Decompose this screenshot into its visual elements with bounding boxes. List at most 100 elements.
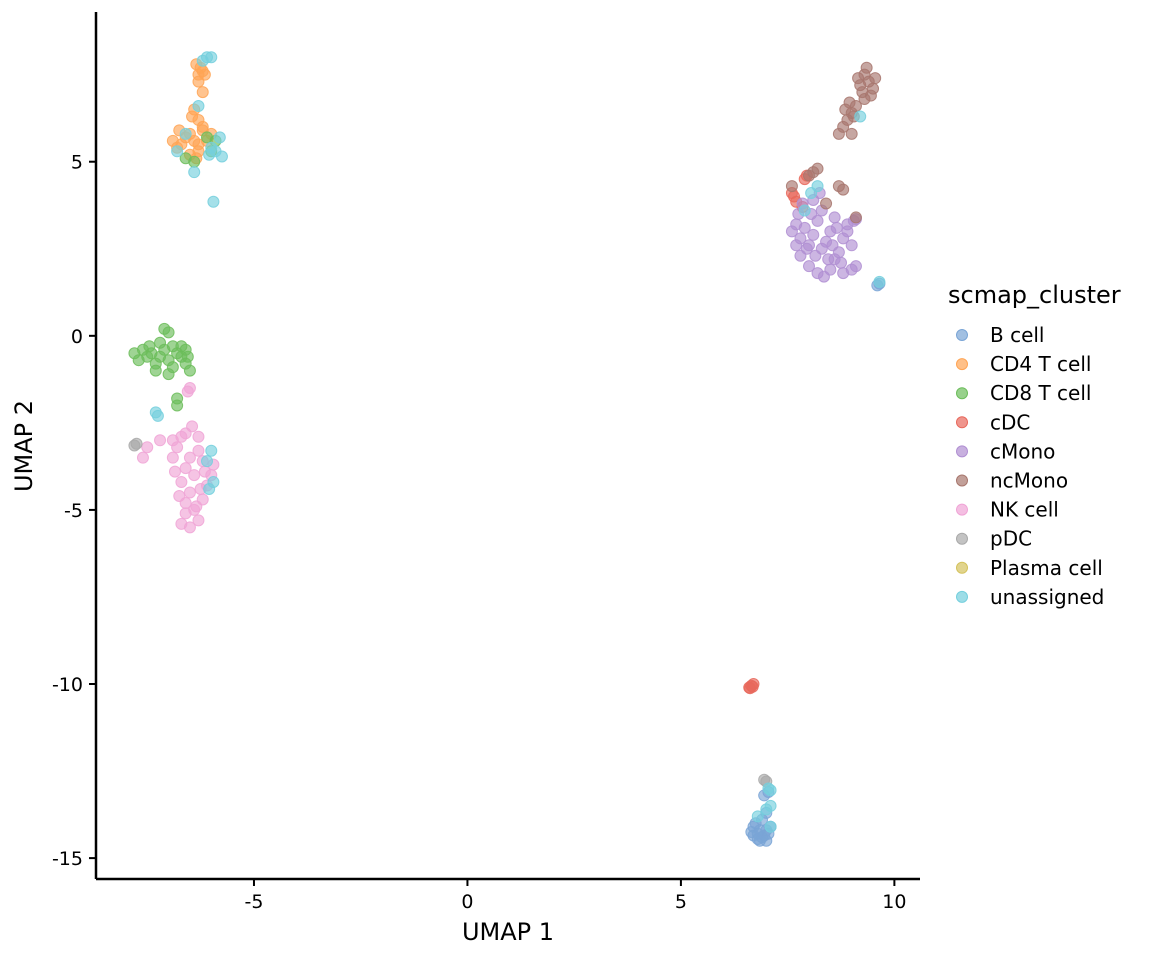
x-tick-label: 5: [675, 891, 687, 913]
x-axis-ticks: -5 0 5 10: [244, 879, 906, 913]
legend-swatch: [956, 590, 968, 603]
legend-label: pDC: [990, 527, 1032, 551]
data-point: [798, 221, 811, 234]
data-point: [205, 444, 218, 457]
data-point: [136, 451, 149, 464]
data-point: [832, 180, 845, 193]
legend-swatch: [956, 532, 968, 545]
legend-swatch: [956, 561, 968, 574]
data-point: [203, 483, 216, 496]
series-cmono: [785, 187, 862, 283]
data-point: [854, 110, 867, 123]
data-point: [128, 347, 141, 360]
data-point: [746, 680, 759, 693]
data-point: [873, 275, 886, 288]
data-point: [843, 96, 856, 109]
data-point: [179, 507, 192, 520]
data-point: [809, 249, 822, 262]
data-point: [175, 517, 188, 530]
legend-swatch: [956, 445, 968, 458]
data-point: [830, 221, 843, 234]
data-point: [201, 131, 214, 144]
y-axis-title: UMAP 2: [10, 400, 38, 492]
data-point: [188, 469, 201, 482]
data-point: [807, 228, 820, 241]
data-point: [835, 256, 848, 269]
data-point: [179, 343, 192, 356]
data-point: [149, 364, 162, 377]
data-point: [192, 100, 205, 113]
data-point: [175, 430, 188, 443]
data-point: [192, 514, 205, 527]
data-point: [858, 93, 871, 106]
data-point: [196, 54, 209, 67]
data-point: [166, 134, 179, 147]
series-pdc: [128, 437, 773, 788]
data-point: [183, 451, 196, 464]
data-point: [196, 120, 209, 133]
data-point: [179, 462, 192, 475]
data-point: [130, 437, 143, 450]
data-point: [205, 141, 218, 154]
data-point: [811, 162, 824, 175]
legend-swatch: [956, 329, 968, 341]
scatter-points: [128, 51, 886, 847]
legend-label: unassigned: [990, 585, 1104, 609]
data-point: [188, 166, 201, 179]
data-point: [171, 399, 184, 412]
legend-label: CD8 T cell: [990, 381, 1091, 405]
data-point: [860, 61, 873, 74]
x-axis-title: UMAP 1: [462, 918, 554, 946]
data-point: [168, 465, 181, 478]
data-point: [802, 169, 815, 182]
data-point: [183, 486, 196, 499]
y-axis-ticks: -15 -10 -5 0 5: [52, 152, 96, 870]
data-point: [213, 131, 226, 144]
data-point: [196, 86, 209, 99]
data-point: [764, 799, 777, 812]
legend-label: NK cell: [990, 498, 1059, 522]
legend: scmap_cluster B cell CD4 T cell CD8 T cell…: [948, 281, 1121, 609]
data-point: [841, 225, 854, 238]
data-point: [158, 322, 171, 335]
data-point: [190, 500, 203, 513]
y-tick-label: 0: [71, 326, 83, 348]
data-point: [832, 127, 845, 140]
x-tick-label: -5: [244, 891, 263, 913]
data-point: [845, 127, 858, 140]
data-point: [183, 382, 196, 395]
series-ncmono: [785, 61, 882, 224]
data-point: [802, 260, 815, 273]
data-point: [154, 336, 167, 349]
legend-swatch: [956, 387, 968, 400]
data-point: [798, 204, 811, 217]
y-tick-label: -5: [64, 500, 83, 522]
legend-label: cDC: [990, 410, 1030, 434]
data-point: [207, 195, 220, 208]
legend-label: cMono: [990, 439, 1055, 463]
legend-label: Plasma cell: [990, 556, 1103, 580]
data-point: [183, 364, 196, 377]
data-point: [175, 476, 188, 489]
legend-label: ncMono: [990, 469, 1068, 493]
legend-label: CD4 T cell: [990, 352, 1091, 376]
data-point: [845, 239, 858, 252]
data-point: [800, 242, 813, 255]
data-point: [822, 253, 835, 266]
data-point: [852, 72, 865, 85]
data-point: [173, 489, 186, 502]
series-cd8-t-cell: [128, 131, 222, 412]
data-point: [817, 270, 830, 283]
data-point: [179, 152, 192, 165]
data-point: [162, 368, 175, 381]
series-unassigned: [149, 51, 886, 833]
data-point: [790, 239, 803, 252]
data-point: [192, 444, 205, 457]
legend-title: scmap_cluster: [948, 281, 1121, 309]
data-point: [143, 340, 156, 353]
data-point: [764, 820, 777, 833]
legend-swatch: [956, 503, 968, 516]
legend-swatch: [956, 358, 968, 371]
data-point: [845, 263, 858, 276]
